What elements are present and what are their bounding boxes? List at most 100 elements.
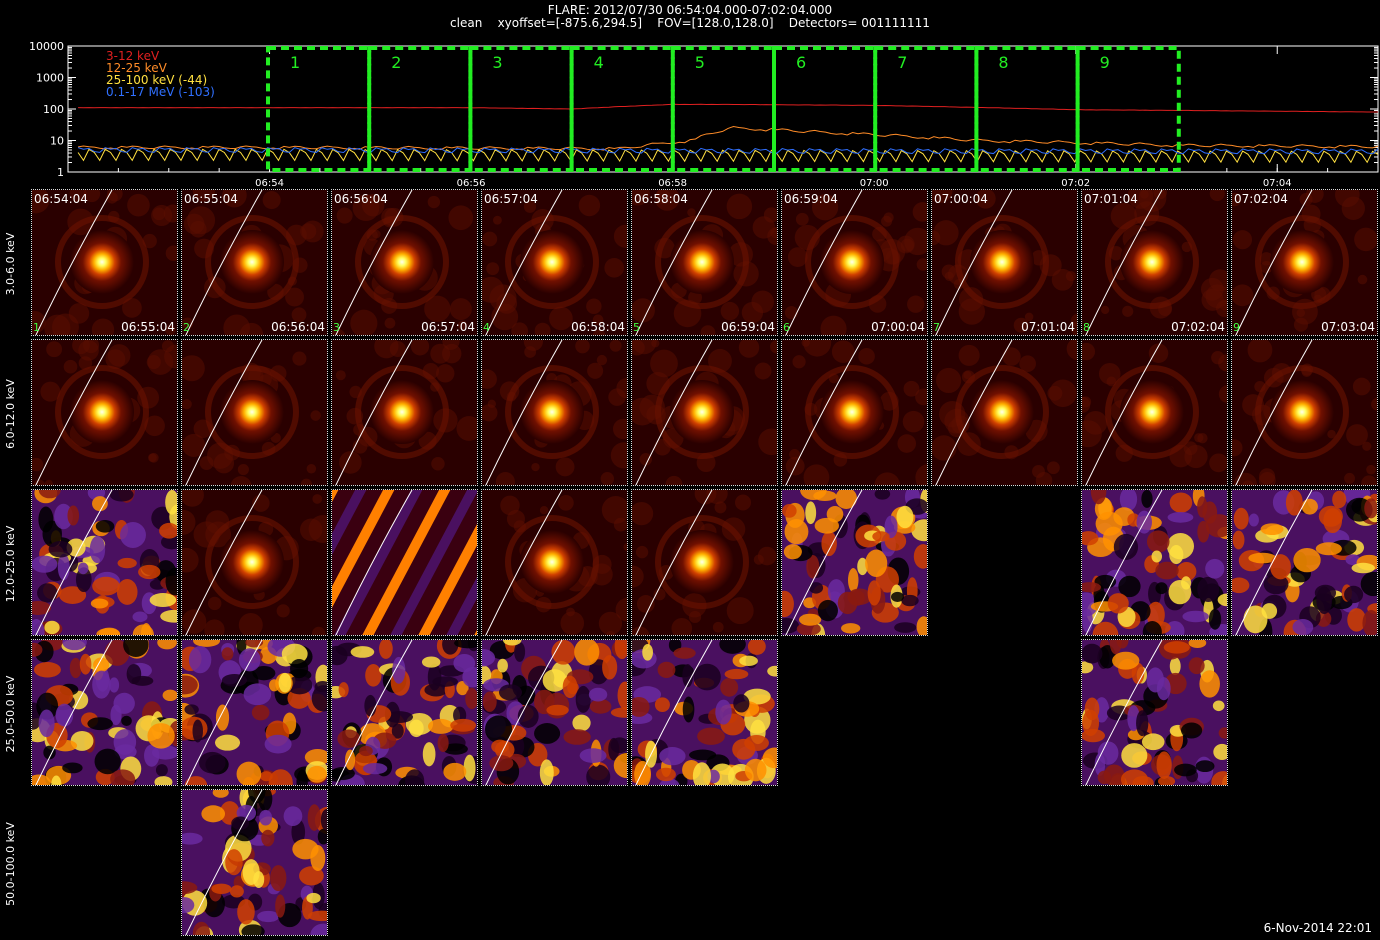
image-blob bbox=[109, 490, 134, 502]
image-blob bbox=[54, 503, 73, 530]
image-blob bbox=[933, 220, 959, 246]
image-blob bbox=[657, 661, 676, 679]
image-blob bbox=[665, 475, 683, 485]
interval-label: 3 bbox=[492, 53, 502, 72]
interval-label: 9 bbox=[1100, 53, 1110, 72]
image-panel: 07:02:04 9 07:03:04 bbox=[1231, 189, 1378, 336]
image-svg bbox=[632, 490, 777, 635]
image-blob bbox=[572, 714, 591, 732]
image-svg bbox=[182, 340, 327, 485]
image-blob bbox=[1195, 760, 1215, 773]
image-blob bbox=[1083, 411, 1108, 435]
limb-line bbox=[785, 190, 863, 335]
image-blob bbox=[213, 453, 235, 474]
limb-line bbox=[35, 490, 113, 635]
limb-line bbox=[35, 190, 113, 335]
image-blob bbox=[69, 190, 87, 203]
image-panel bbox=[631, 639, 778, 786]
image-blob bbox=[62, 762, 83, 774]
image-blob bbox=[563, 729, 591, 745]
image-blob bbox=[291, 819, 306, 845]
image-blob bbox=[462, 666, 477, 688]
series-line-3 bbox=[77, 148, 1379, 164]
image-blob bbox=[592, 314, 604, 326]
image-svg bbox=[482, 640, 627, 785]
image-blob bbox=[687, 208, 696, 217]
image-blob bbox=[1351, 562, 1375, 574]
panel-start-time: 06:58:04 bbox=[634, 192, 688, 206]
image-blob bbox=[1188, 657, 1205, 675]
image-blob bbox=[751, 290, 774, 314]
image-blob bbox=[1153, 190, 1168, 200]
limb-line bbox=[1085, 340, 1163, 485]
image-blob bbox=[821, 531, 837, 557]
image-blob bbox=[1270, 554, 1291, 580]
image-blob bbox=[259, 809, 273, 826]
image-blob bbox=[700, 325, 716, 335]
image-blob bbox=[201, 805, 226, 823]
limb-line bbox=[335, 640, 413, 785]
image-blob bbox=[421, 656, 441, 668]
image-blob bbox=[1242, 480, 1254, 485]
image-svg bbox=[482, 340, 627, 485]
interval-label: 1 bbox=[290, 53, 300, 72]
limb-line bbox=[635, 190, 713, 335]
image-blob bbox=[236, 761, 262, 785]
image-panel bbox=[331, 639, 478, 786]
image-blob bbox=[192, 921, 211, 935]
panel-start-time: 06:55:04 bbox=[184, 192, 238, 206]
image-blob bbox=[1347, 608, 1367, 632]
image-blob bbox=[93, 657, 110, 673]
limb-line bbox=[485, 490, 563, 635]
panel-start-time: 07:02:04 bbox=[1234, 192, 1288, 206]
image-blob bbox=[307, 910, 327, 922]
image-blob bbox=[798, 613, 822, 626]
panel-interval-number: 1 bbox=[33, 321, 40, 334]
x-tick-label: 07:04 bbox=[1263, 178, 1292, 189]
image-blob bbox=[803, 340, 832, 357]
limb-line bbox=[1085, 640, 1163, 785]
image-blob bbox=[1082, 608, 1093, 633]
image-blob bbox=[511, 322, 529, 335]
image-blob bbox=[1158, 775, 1176, 785]
image-blob bbox=[261, 829, 275, 847]
lightcurve-chart: 1 10 100 1000 10000 06:54 06:56 06:58 07:00 07:02… bbox=[29, 40, 1379, 189]
image-blob bbox=[642, 643, 653, 661]
image-blob bbox=[1109, 640, 1122, 655]
image-blob bbox=[155, 764, 168, 777]
limb-line bbox=[185, 340, 263, 485]
image-blob bbox=[911, 519, 927, 542]
image-blob bbox=[87, 717, 113, 731]
image-blob bbox=[299, 518, 323, 541]
image-blob bbox=[304, 748, 327, 766]
image-blob bbox=[131, 675, 154, 686]
image-blob bbox=[77, 562, 89, 575]
image-blob bbox=[391, 723, 404, 739]
image-blob bbox=[639, 453, 653, 466]
image-blob bbox=[803, 464, 830, 485]
source-blob bbox=[370, 230, 434, 294]
image-blob bbox=[456, 416, 477, 441]
image-blob bbox=[936, 367, 962, 394]
image-blob bbox=[1197, 576, 1220, 603]
image-ring bbox=[55, 365, 149, 459]
image-blob bbox=[1345, 554, 1361, 566]
image-blob bbox=[747, 640, 766, 655]
panel-interval-number: 9 bbox=[1233, 321, 1240, 334]
image-blob bbox=[243, 683, 272, 706]
source-blob bbox=[70, 230, 134, 294]
image-blob bbox=[1084, 697, 1100, 721]
image-blob bbox=[883, 212, 894, 223]
image-blob bbox=[1097, 770, 1112, 785]
image-blob bbox=[596, 354, 608, 366]
panel-interval-number: 8 bbox=[1083, 321, 1090, 334]
limb-line bbox=[935, 190, 1013, 335]
image-blob bbox=[132, 611, 148, 623]
source-blob bbox=[970, 380, 1034, 444]
image-panel bbox=[781, 339, 928, 486]
image-blob bbox=[524, 346, 537, 358]
energy-band-label: 50.0-100.0 keV bbox=[4, 822, 17, 906]
limb-line bbox=[185, 190, 263, 335]
image-blob bbox=[83, 190, 101, 203]
image-blob bbox=[1090, 490, 1107, 505]
